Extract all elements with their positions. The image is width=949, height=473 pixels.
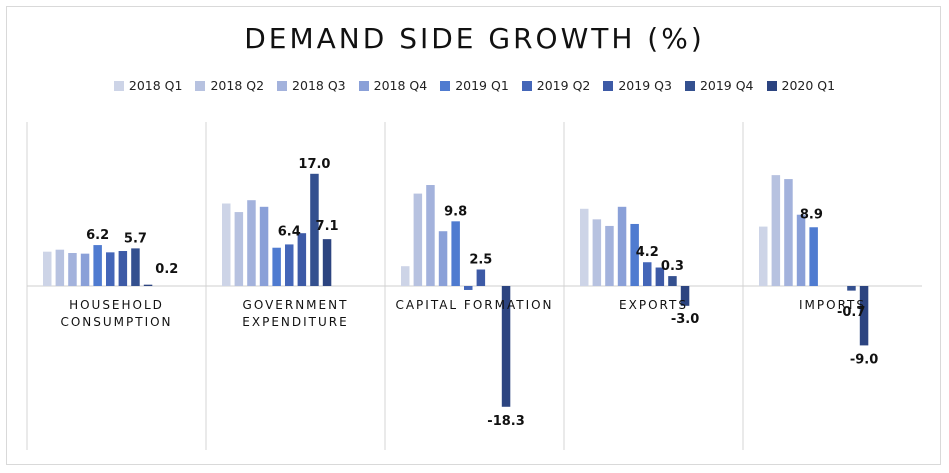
legend-swatch bbox=[521, 80, 532, 91]
bar bbox=[426, 185, 435, 286]
legend-item: 2018 Q1 bbox=[113, 78, 183, 93]
data-label: 17.0 bbox=[298, 157, 330, 172]
bar bbox=[143, 284, 153, 286]
data-label: -9.0 bbox=[850, 352, 878, 367]
data-label: 5.7 bbox=[124, 231, 147, 246]
category-label: CONSUMPTION bbox=[60, 315, 172, 329]
bar bbox=[247, 200, 256, 286]
category-label: EXPORTS bbox=[619, 298, 688, 312]
bar bbox=[796, 214, 806, 286]
legend-item: 2018 Q4 bbox=[358, 78, 428, 93]
bar bbox=[297, 233, 307, 286]
legend-label: 2018 Q3 bbox=[292, 78, 346, 93]
category-label: CAPITAL FORMATION bbox=[395, 298, 553, 312]
legend-label: 2020 Q1 bbox=[781, 78, 836, 93]
category-label: HOUSEHOLD bbox=[69, 298, 164, 312]
bar bbox=[580, 208, 589, 286]
legend-swatch bbox=[440, 80, 451, 91]
legend-swatch bbox=[277, 80, 288, 91]
data-label: 8.9 bbox=[800, 207, 823, 222]
legend-item: 2020 Q1 bbox=[766, 78, 836, 93]
legend-swatch bbox=[603, 80, 614, 91]
bar bbox=[451, 221, 460, 286]
legend-swatch bbox=[766, 80, 777, 91]
bar bbox=[106, 252, 115, 286]
bar bbox=[222, 203, 231, 286]
bar bbox=[401, 266, 410, 286]
bar bbox=[847, 286, 856, 291]
chart-legend: 2018 Q1 2018 Q2 2018 Q3 2018 Q4 2019 Q1 2019 … bbox=[0, 78, 949, 93]
bar bbox=[68, 253, 77, 286]
bar bbox=[464, 286, 473, 290]
legend-swatch bbox=[113, 80, 124, 91]
legend-item: 2019 Q3 bbox=[603, 78, 672, 93]
bar bbox=[680, 286, 690, 306]
bar bbox=[759, 226, 768, 286]
category-label: IMPORTS bbox=[799, 298, 866, 312]
legend-item: 2018 Q3 bbox=[277, 78, 346, 93]
data-label: 4.2 bbox=[636, 245, 659, 260]
legend-label: 2018 Q1 bbox=[128, 78, 183, 93]
bar bbox=[859, 286, 869, 346]
bar bbox=[438, 231, 448, 286]
data-label: 2.5 bbox=[469, 253, 492, 268]
bar bbox=[605, 225, 614, 286]
legend-label: 2018 Q2 bbox=[210, 78, 265, 93]
data-label: -18.3 bbox=[487, 414, 524, 429]
data-label: 9.8 bbox=[444, 204, 467, 219]
legend-label: 2019 Q3 bbox=[618, 78, 672, 93]
data-label: 0.2 bbox=[155, 262, 178, 277]
bar bbox=[501, 286, 511, 407]
bar bbox=[617, 206, 627, 286]
bar bbox=[93, 245, 102, 286]
bar bbox=[259, 206, 269, 286]
legend-label: 2018 Q4 bbox=[373, 78, 428, 93]
bar bbox=[771, 175, 781, 286]
bar bbox=[630, 223, 639, 286]
bar bbox=[272, 247, 281, 286]
bar bbox=[43, 251, 52, 286]
data-label: 6.4 bbox=[278, 224, 301, 239]
bar bbox=[322, 239, 332, 286]
bar bbox=[809, 227, 818, 286]
legend-swatch bbox=[358, 80, 369, 91]
legend-swatch bbox=[195, 80, 206, 91]
bar bbox=[131, 248, 140, 286]
bar bbox=[80, 253, 90, 286]
legend-label: 2019 Q4 bbox=[699, 78, 754, 93]
legend-label: 2019 Q1 bbox=[455, 78, 509, 93]
data-label: -3.0 bbox=[671, 312, 699, 327]
legend-item: 2019 Q1 bbox=[440, 78, 509, 93]
bar bbox=[413, 193, 423, 286]
legend-item: 2019 Q2 bbox=[521, 78, 591, 93]
bar bbox=[285, 244, 294, 286]
bar bbox=[655, 267, 665, 286]
legend-item: 2019 Q4 bbox=[684, 78, 754, 93]
bar bbox=[592, 219, 602, 286]
bar bbox=[668, 276, 677, 286]
data-label: 0.3 bbox=[661, 259, 684, 274]
bar bbox=[55, 249, 65, 286]
category-label: GOVERNMENT bbox=[243, 298, 349, 312]
category-label: EXPENDITURE bbox=[242, 315, 348, 329]
bar bbox=[476, 269, 486, 286]
legend-label: 2019 Q2 bbox=[536, 78, 591, 93]
legend-item: 2018 Q2 bbox=[195, 78, 264, 93]
bar bbox=[310, 173, 319, 286]
chart-title: DEMAND SIDE GROWTH (%) bbox=[244, 22, 705, 55]
bar bbox=[643, 262, 652, 286]
bar bbox=[118, 251, 128, 286]
legend-swatch bbox=[684, 80, 695, 91]
bar bbox=[234, 212, 244, 286]
data-label: 6.2 bbox=[86, 228, 109, 243]
data-label: -0.7 bbox=[837, 305, 865, 320]
data-label: 7.1 bbox=[316, 219, 339, 234]
bar bbox=[784, 179, 793, 286]
